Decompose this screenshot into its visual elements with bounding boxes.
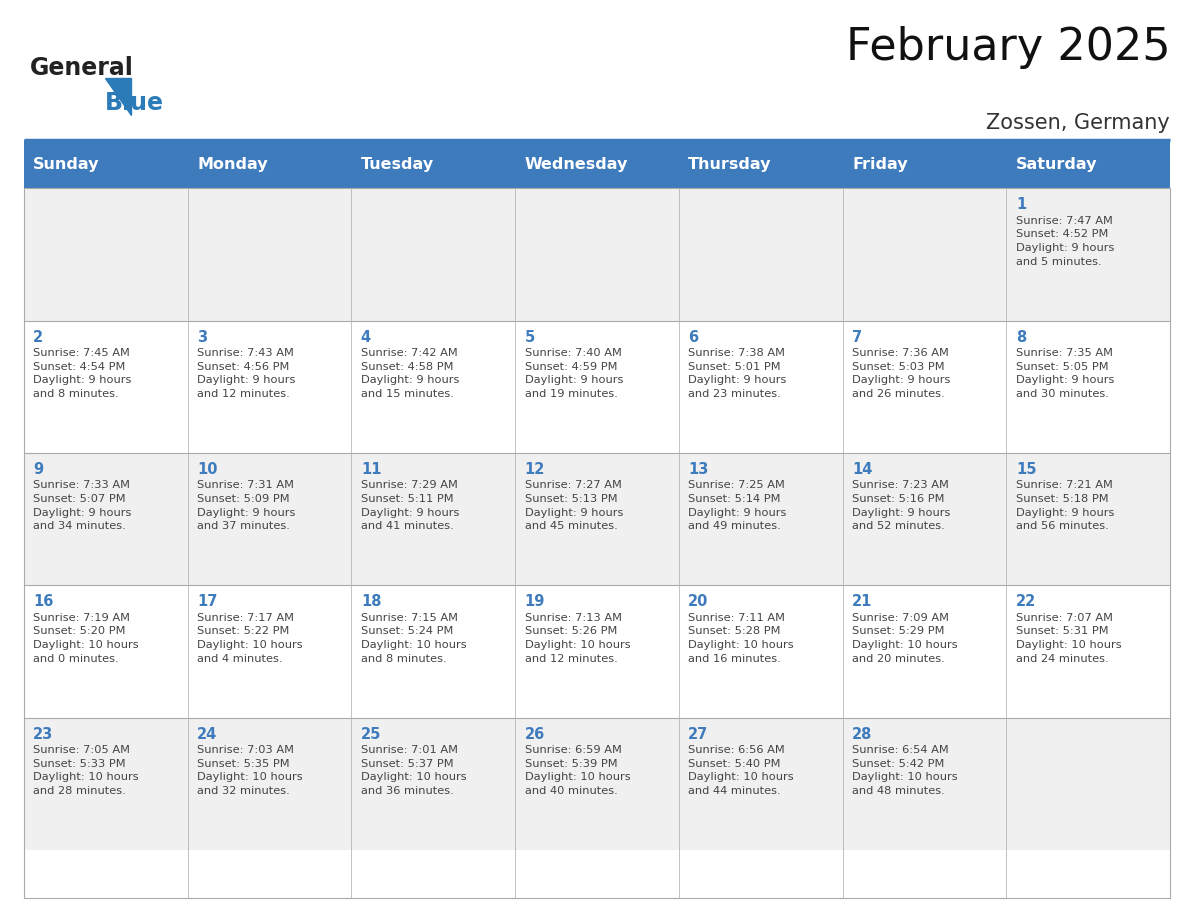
Text: 19: 19 bbox=[525, 595, 545, 610]
Text: 11: 11 bbox=[361, 462, 381, 477]
Polygon shape bbox=[105, 78, 131, 115]
Bar bbox=[24, 718, 1170, 850]
Text: Sunrise: 7:29 AM
Sunset: 5:11 PM
Daylight: 9 hours
and 41 minutes.: Sunrise: 7:29 AM Sunset: 5:11 PM Dayligh… bbox=[361, 480, 460, 532]
Text: Tuesday: Tuesday bbox=[361, 157, 434, 172]
Bar bbox=[24, 586, 1170, 718]
Bar bbox=[352, 140, 516, 188]
Bar bbox=[516, 140, 678, 188]
Text: 13: 13 bbox=[688, 462, 709, 477]
Text: General: General bbox=[30, 56, 133, 80]
Text: Sunrise: 7:09 AM
Sunset: 5:29 PM
Daylight: 10 hours
and 20 minutes.: Sunrise: 7:09 AM Sunset: 5:29 PM Dayligh… bbox=[852, 613, 958, 664]
Bar bbox=[24, 320, 1170, 453]
Text: 15: 15 bbox=[1016, 462, 1036, 477]
Text: 9: 9 bbox=[33, 462, 44, 477]
Text: Sunrise: 7:40 AM
Sunset: 4:59 PM
Daylight: 9 hours
and 19 minutes.: Sunrise: 7:40 AM Sunset: 4:59 PM Dayligh… bbox=[525, 348, 623, 399]
Text: Sunrise: 7:35 AM
Sunset: 5:05 PM
Daylight: 9 hours
and 30 minutes.: Sunrise: 7:35 AM Sunset: 5:05 PM Dayligh… bbox=[1016, 348, 1114, 399]
Text: 17: 17 bbox=[197, 595, 217, 610]
Text: Sunrise: 7:07 AM
Sunset: 5:31 PM
Daylight: 10 hours
and 24 minutes.: Sunrise: 7:07 AM Sunset: 5:31 PM Dayligh… bbox=[1016, 613, 1121, 664]
Text: 28: 28 bbox=[852, 727, 872, 742]
Text: Sunrise: 7:36 AM
Sunset: 5:03 PM
Daylight: 9 hours
and 26 minutes.: Sunrise: 7:36 AM Sunset: 5:03 PM Dayligh… bbox=[852, 348, 950, 399]
Text: 21: 21 bbox=[852, 595, 872, 610]
Text: Sunrise: 7:03 AM
Sunset: 5:35 PM
Daylight: 10 hours
and 32 minutes.: Sunrise: 7:03 AM Sunset: 5:35 PM Dayligh… bbox=[197, 745, 303, 796]
Text: 6: 6 bbox=[688, 330, 699, 345]
Text: Sunrise: 7:27 AM
Sunset: 5:13 PM
Daylight: 9 hours
and 45 minutes.: Sunrise: 7:27 AM Sunset: 5:13 PM Dayligh… bbox=[525, 480, 623, 532]
Text: Sunday: Sunday bbox=[33, 157, 100, 172]
Text: Sunrise: 7:01 AM
Sunset: 5:37 PM
Daylight: 10 hours
and 36 minutes.: Sunrise: 7:01 AM Sunset: 5:37 PM Dayligh… bbox=[361, 745, 467, 796]
Text: Sunrise: 7:17 AM
Sunset: 5:22 PM
Daylight: 10 hours
and 4 minutes.: Sunrise: 7:17 AM Sunset: 5:22 PM Dayligh… bbox=[197, 613, 303, 664]
Text: Sunrise: 7:15 AM
Sunset: 5:24 PM
Daylight: 10 hours
and 8 minutes.: Sunrise: 7:15 AM Sunset: 5:24 PM Dayligh… bbox=[361, 613, 467, 664]
Text: Sunrise: 7:47 AM
Sunset: 4:52 PM
Daylight: 9 hours
and 5 minutes.: Sunrise: 7:47 AM Sunset: 4:52 PM Dayligh… bbox=[1016, 216, 1114, 266]
Text: Sunrise: 7:43 AM
Sunset: 4:56 PM
Daylight: 9 hours
and 12 minutes.: Sunrise: 7:43 AM Sunset: 4:56 PM Dayligh… bbox=[197, 348, 296, 399]
Text: Sunrise: 7:31 AM
Sunset: 5:09 PM
Daylight: 9 hours
and 37 minutes.: Sunrise: 7:31 AM Sunset: 5:09 PM Dayligh… bbox=[197, 480, 296, 532]
Text: 12: 12 bbox=[525, 462, 545, 477]
Text: 14: 14 bbox=[852, 462, 872, 477]
Text: Monday: Monday bbox=[197, 157, 267, 172]
Text: Thursday: Thursday bbox=[688, 157, 772, 172]
Bar bbox=[24, 140, 188, 188]
Text: 23: 23 bbox=[33, 727, 53, 742]
Text: Sunrise: 6:54 AM
Sunset: 5:42 PM
Daylight: 10 hours
and 48 minutes.: Sunrise: 6:54 AM Sunset: 5:42 PM Dayligh… bbox=[852, 745, 958, 796]
Text: Friday: Friday bbox=[852, 157, 908, 172]
Text: Sunrise: 7:21 AM
Sunset: 5:18 PM
Daylight: 9 hours
and 56 minutes.: Sunrise: 7:21 AM Sunset: 5:18 PM Dayligh… bbox=[1016, 480, 1114, 532]
Bar bbox=[188, 140, 352, 188]
Bar bbox=[24, 453, 1170, 586]
Text: 8: 8 bbox=[1016, 330, 1026, 345]
Text: Sunrise: 6:56 AM
Sunset: 5:40 PM
Daylight: 10 hours
and 44 minutes.: Sunrise: 6:56 AM Sunset: 5:40 PM Dayligh… bbox=[688, 745, 794, 796]
Text: Wednesday: Wednesday bbox=[525, 157, 628, 172]
Text: Saturday: Saturday bbox=[1016, 157, 1098, 172]
Text: 2: 2 bbox=[33, 330, 44, 345]
Text: 16: 16 bbox=[33, 595, 53, 610]
Text: 7: 7 bbox=[852, 330, 862, 345]
Text: Blue: Blue bbox=[105, 91, 164, 115]
Text: 3: 3 bbox=[197, 330, 207, 345]
Text: Sunrise: 7:23 AM
Sunset: 5:16 PM
Daylight: 9 hours
and 52 minutes.: Sunrise: 7:23 AM Sunset: 5:16 PM Dayligh… bbox=[852, 480, 950, 532]
Text: 20: 20 bbox=[688, 595, 709, 610]
Text: 10: 10 bbox=[197, 462, 217, 477]
Text: Sunrise: 7:05 AM
Sunset: 5:33 PM
Daylight: 10 hours
and 28 minutes.: Sunrise: 7:05 AM Sunset: 5:33 PM Dayligh… bbox=[33, 745, 139, 796]
Text: 5: 5 bbox=[525, 330, 535, 345]
Text: Sunrise: 7:42 AM
Sunset: 4:58 PM
Daylight: 9 hours
and 15 minutes.: Sunrise: 7:42 AM Sunset: 4:58 PM Dayligh… bbox=[361, 348, 460, 399]
Text: Sunrise: 7:45 AM
Sunset: 4:54 PM
Daylight: 9 hours
and 8 minutes.: Sunrise: 7:45 AM Sunset: 4:54 PM Dayligh… bbox=[33, 348, 132, 399]
Text: 18: 18 bbox=[361, 595, 381, 610]
Text: Sunrise: 6:59 AM
Sunset: 5:39 PM
Daylight: 10 hours
and 40 minutes.: Sunrise: 6:59 AM Sunset: 5:39 PM Dayligh… bbox=[525, 745, 630, 796]
Text: 24: 24 bbox=[197, 727, 217, 742]
Text: February 2025: February 2025 bbox=[846, 26, 1170, 69]
Text: 4: 4 bbox=[361, 330, 371, 345]
Text: 22: 22 bbox=[1016, 595, 1036, 610]
Text: Sunrise: 7:19 AM
Sunset: 5:20 PM
Daylight: 10 hours
and 0 minutes.: Sunrise: 7:19 AM Sunset: 5:20 PM Dayligh… bbox=[33, 613, 139, 664]
Text: Sunrise: 7:25 AM
Sunset: 5:14 PM
Daylight: 9 hours
and 49 minutes.: Sunrise: 7:25 AM Sunset: 5:14 PM Dayligh… bbox=[688, 480, 786, 532]
Bar bbox=[24, 188, 1170, 320]
Text: Zossen, Germany: Zossen, Germany bbox=[986, 113, 1170, 133]
Text: Sunrise: 7:38 AM
Sunset: 5:01 PM
Daylight: 9 hours
and 23 minutes.: Sunrise: 7:38 AM Sunset: 5:01 PM Dayligh… bbox=[688, 348, 786, 399]
Text: Sunrise: 7:13 AM
Sunset: 5:26 PM
Daylight: 10 hours
and 12 minutes.: Sunrise: 7:13 AM Sunset: 5:26 PM Dayligh… bbox=[525, 613, 630, 664]
Bar bbox=[842, 140, 1006, 188]
Text: Sunrise: 7:11 AM
Sunset: 5:28 PM
Daylight: 10 hours
and 16 minutes.: Sunrise: 7:11 AM Sunset: 5:28 PM Dayligh… bbox=[688, 613, 794, 664]
Bar bbox=[678, 140, 842, 188]
Text: 26: 26 bbox=[525, 727, 545, 742]
Bar bbox=[1006, 140, 1170, 188]
Text: 1: 1 bbox=[1016, 197, 1026, 212]
Text: 27: 27 bbox=[688, 727, 708, 742]
Text: 25: 25 bbox=[361, 727, 381, 742]
Text: Sunrise: 7:33 AM
Sunset: 5:07 PM
Daylight: 9 hours
and 34 minutes.: Sunrise: 7:33 AM Sunset: 5:07 PM Dayligh… bbox=[33, 480, 132, 532]
